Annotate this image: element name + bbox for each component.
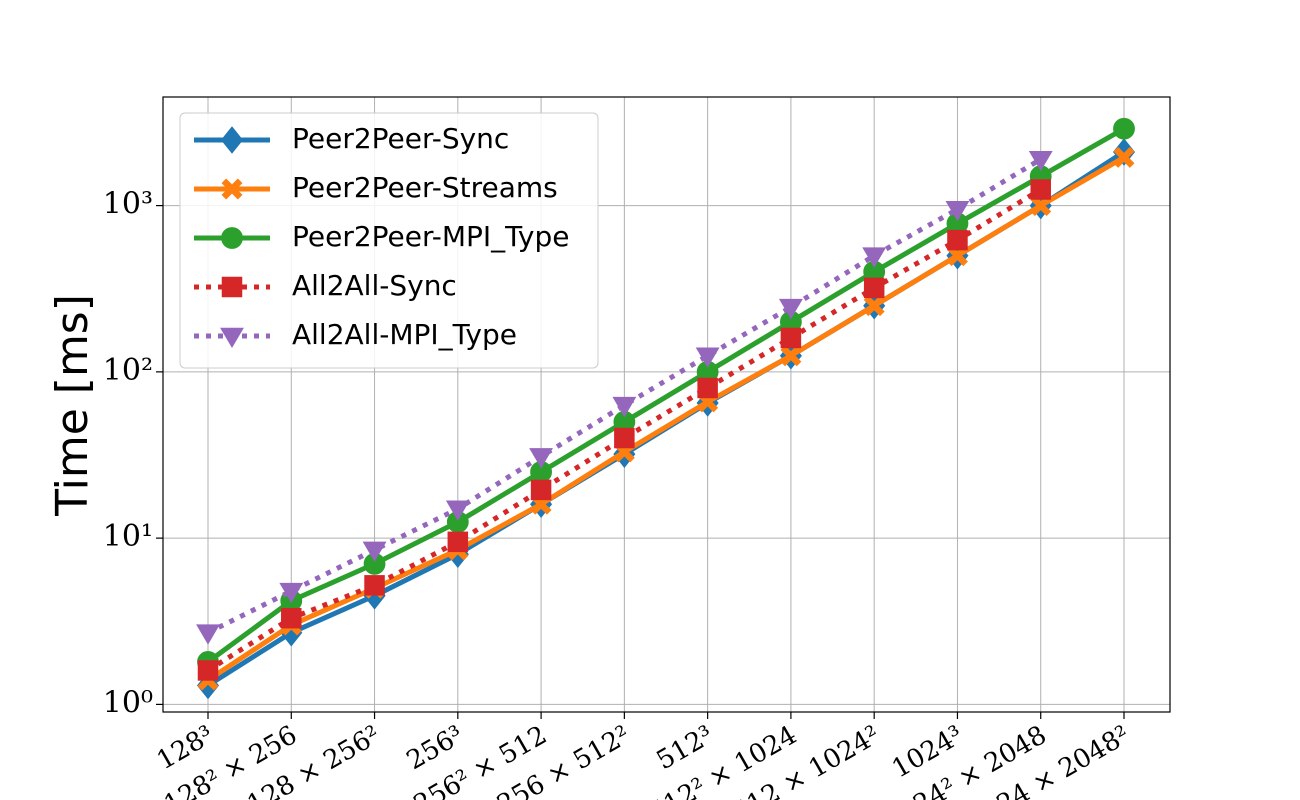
legend-label: Peer2Peer-Sync bbox=[292, 122, 509, 155]
marker bbox=[281, 607, 302, 629]
marker bbox=[445, 500, 470, 521]
marker bbox=[220, 327, 244, 349]
legend-label: All2All-Sync bbox=[292, 269, 457, 302]
marker bbox=[221, 178, 243, 200]
marker bbox=[529, 448, 554, 469]
marker bbox=[612, 396, 637, 418]
marker bbox=[196, 624, 220, 645]
marker bbox=[780, 345, 802, 367]
y-tick-label: 10¹ bbox=[103, 519, 153, 554]
legend-label: Peer2Peer-Streams bbox=[292, 171, 558, 204]
marker bbox=[945, 201, 970, 222]
marker bbox=[614, 427, 635, 449]
marker bbox=[221, 227, 243, 249]
marker bbox=[863, 295, 885, 317]
marker bbox=[1113, 146, 1135, 168]
y-tick-label: 10² bbox=[103, 353, 153, 388]
marker bbox=[1113, 117, 1135, 140]
marker bbox=[530, 479, 552, 501]
marker bbox=[1030, 195, 1052, 217]
legend-label: Peer2Peer-MPI_Type bbox=[292, 220, 569, 253]
series-line bbox=[206, 155, 1126, 683]
marker bbox=[220, 126, 244, 154]
marker bbox=[279, 582, 304, 604]
marker bbox=[695, 347, 720, 368]
marker bbox=[447, 531, 469, 553]
marker bbox=[1112, 138, 1136, 166]
marker bbox=[364, 575, 385, 596]
plot-frame bbox=[162, 96, 1171, 713]
y-axis-label: Time [ms] bbox=[47, 294, 98, 517]
legend-frame bbox=[179, 112, 599, 369]
series-line bbox=[206, 126, 1126, 664]
legend-label: All2All-MPI_Type bbox=[292, 318, 517, 351]
marker bbox=[197, 660, 219, 681]
marker bbox=[1030, 179, 1051, 200]
legend: Peer2Peer-Sync Peer2Peer-Streams Peer2Peer… bbox=[179, 112, 599, 369]
marker bbox=[778, 298, 803, 320]
marker bbox=[780, 327, 802, 349]
marker bbox=[947, 229, 968, 251]
marker bbox=[863, 277, 885, 299]
y-tick-label: 10³ bbox=[103, 187, 153, 222]
marker bbox=[862, 247, 887, 268]
marker bbox=[946, 245, 968, 267]
series-line bbox=[206, 187, 1043, 673]
marker bbox=[1028, 150, 1053, 172]
y-tick-label: 10⁰ bbox=[103, 685, 153, 720]
marker bbox=[221, 276, 243, 298]
marker bbox=[697, 377, 718, 399]
marker bbox=[362, 541, 387, 562]
